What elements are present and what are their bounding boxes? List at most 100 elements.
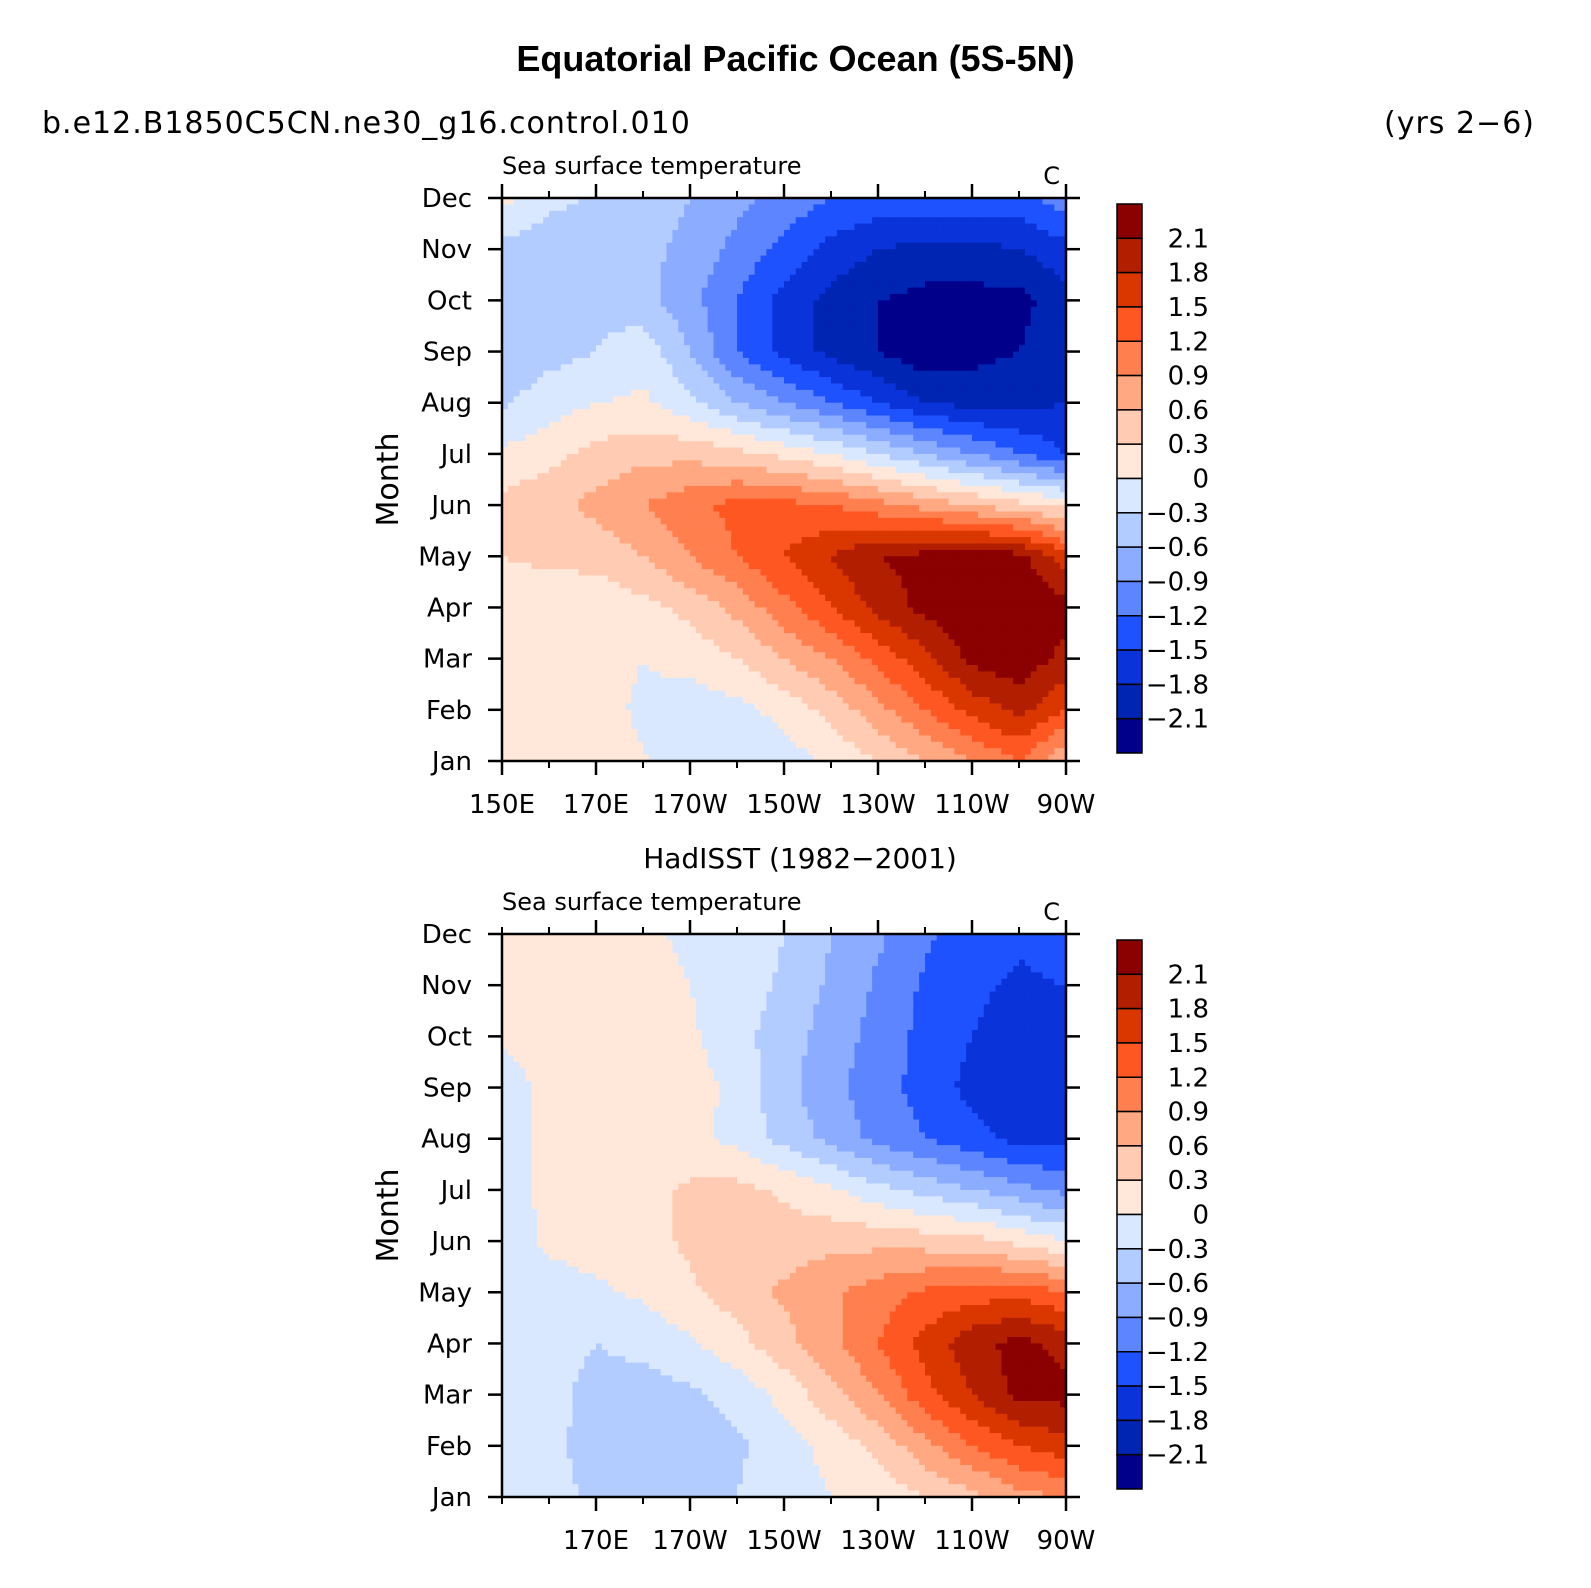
field-cell: [672, 249, 679, 257]
field-cell: [977, 293, 985, 301]
field-cell: [960, 505, 967, 513]
field-cell: [648, 479, 656, 487]
field-cell: [648, 466, 656, 474]
field-cell: [584, 338, 591, 346]
field-cell: [1013, 492, 1020, 500]
field-cell: [784, 261, 791, 269]
field-cell: [972, 351, 979, 359]
field-cell: [784, 242, 791, 250]
field-cell: [737, 466, 744, 474]
field-cell: [1054, 332, 1061, 340]
field-cell: [731, 204, 738, 212]
field-cell: [836, 460, 844, 468]
field-cell: [789, 396, 797, 404]
field-cell: [784, 377, 791, 385]
field-cell: [707, 313, 715, 321]
field-cell: [719, 364, 726, 372]
field-cell: [654, 351, 662, 359]
field-cell: [554, 485, 562, 493]
field-cell: [895, 498, 903, 506]
field-cell: [748, 473, 756, 481]
field-cell: [519, 492, 527, 500]
field-cell: [654, 357, 662, 365]
field-cell: [1048, 434, 1055, 442]
field-cell: [960, 434, 967, 442]
field-cell: [648, 338, 656, 346]
field-cell: [566, 505, 574, 513]
field-cell: [1042, 217, 1049, 225]
field-cell: [801, 377, 809, 385]
field-cell: [925, 377, 932, 385]
field-cell: [678, 389, 685, 397]
field-cell: [1001, 389, 1008, 397]
field-cell: [625, 485, 632, 493]
field-cell: [795, 505, 803, 513]
field-cell: [760, 268, 767, 276]
field-cell: [1007, 383, 1014, 391]
field-cell: [525, 300, 532, 308]
field-cell: [590, 415, 597, 423]
field-cell: [513, 485, 521, 493]
field-cell: [819, 223, 826, 231]
field-cell: [678, 370, 685, 378]
field-cell: [819, 498, 826, 506]
field-cell: [1019, 229, 1026, 237]
field-cell: [725, 210, 732, 218]
field-cell: [807, 409, 814, 417]
field-cell: [848, 473, 856, 481]
field-cell: [872, 332, 879, 340]
field-cell: [889, 229, 897, 237]
field-cell: [654, 402, 662, 410]
field-cell: [666, 370, 673, 378]
field-cell: [596, 421, 603, 429]
field-cell: [895, 434, 903, 442]
field-cell: [995, 281, 1002, 289]
field-cell: [713, 306, 720, 314]
field-cell: [878, 447, 885, 455]
field-cell: [1042, 198, 1049, 205]
field-cell: [954, 370, 961, 378]
field-cell: [1048, 428, 1055, 436]
field-cell: [760, 319, 767, 327]
field-cell: [648, 396, 656, 404]
field-cell: [713, 364, 720, 372]
field-cell: [719, 261, 726, 269]
field-cell: [543, 249, 550, 257]
field-cell: [760, 441, 767, 449]
field-cell: [637, 415, 644, 423]
field-cell: [960, 453, 967, 461]
field-cell: [831, 319, 838, 327]
field-cell: [954, 210, 961, 218]
field-cell: [695, 402, 703, 410]
field-cell: [1019, 505, 1026, 513]
field-cell: [631, 261, 638, 269]
field-cell: [713, 473, 720, 481]
field-cell: [789, 421, 797, 429]
field-cell: [572, 351, 579, 359]
field-cell: [913, 402, 920, 410]
field-cell: [913, 198, 920, 205]
field-cell: [842, 364, 850, 372]
field-cell: [666, 364, 673, 372]
field-cell: [619, 274, 626, 282]
field-cell: [954, 313, 961, 321]
field-cell: [995, 409, 1002, 417]
field-cell: [895, 229, 903, 237]
field-cell: [525, 249, 532, 257]
field-cell: [613, 479, 621, 487]
field-cell: [607, 473, 615, 481]
field-cell: [930, 293, 938, 301]
field-cell: [566, 421, 574, 429]
field-cell: [972, 332, 979, 340]
field-cell: [701, 274, 709, 282]
field-cell: [795, 434, 803, 442]
field-cell: [578, 255, 585, 263]
field-cell: [936, 517, 944, 525]
field-cell: [836, 210, 844, 218]
field-cell: [701, 217, 709, 225]
field-cell: [613, 389, 621, 397]
field-cell: [607, 198, 615, 205]
field-cell: [507, 325, 515, 333]
field-cell: [760, 274, 767, 282]
field-cell: [831, 453, 838, 461]
